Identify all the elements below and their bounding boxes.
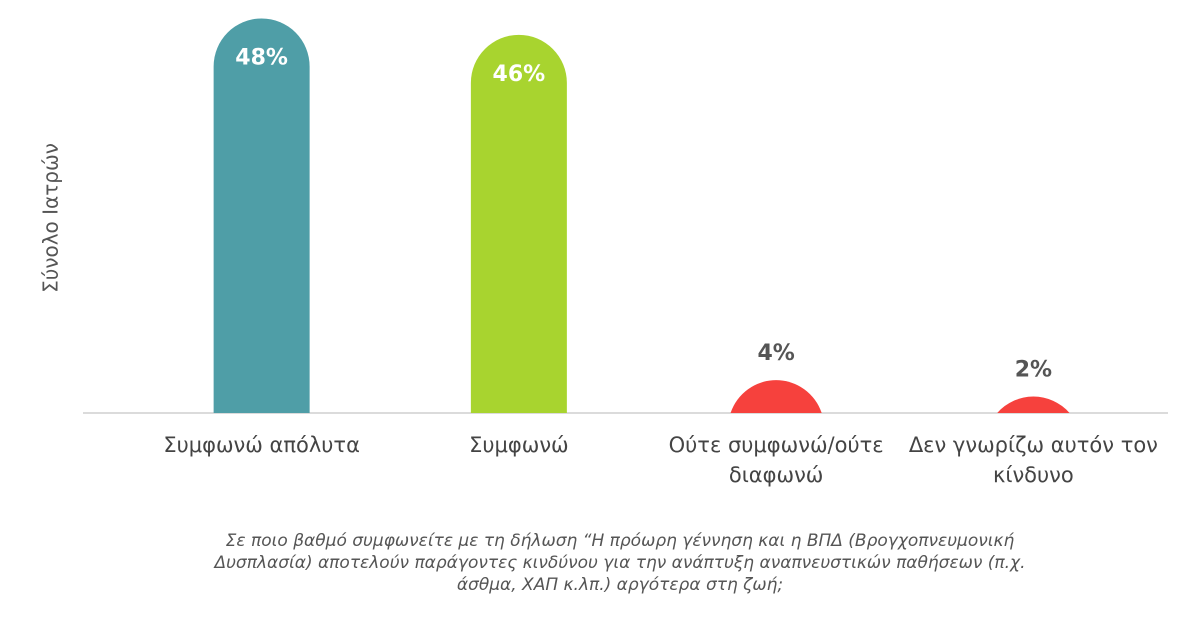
caption: Σε ποιο βαθμό συμφωνείτε με τη δήλωση “Η… bbox=[214, 531, 1026, 595]
data-label: 46% bbox=[493, 62, 546, 87]
bar bbox=[213, 18, 310, 413]
bar bbox=[470, 34, 567, 413]
x-tick-label: Ούτε συμφωνώ/ούτε διαφωνώ bbox=[668, 433, 884, 487]
x-tick-label: Συμφωνώ bbox=[469, 433, 569, 457]
x-tick-label: Δεν γνωρίζω αυτόν τον κίνδυνο bbox=[908, 433, 1158, 487]
data-label: 2% bbox=[1015, 358, 1052, 383]
bar bbox=[730, 380, 822, 413]
x-tick-label: Συμφωνώ απόλυτα bbox=[163, 433, 360, 457]
data-label: 48% bbox=[235, 45, 288, 70]
data-label: 4% bbox=[757, 341, 794, 366]
y-axis-label: Σύνολο Ιατρών bbox=[39, 143, 63, 293]
bar bbox=[997, 396, 1070, 413]
